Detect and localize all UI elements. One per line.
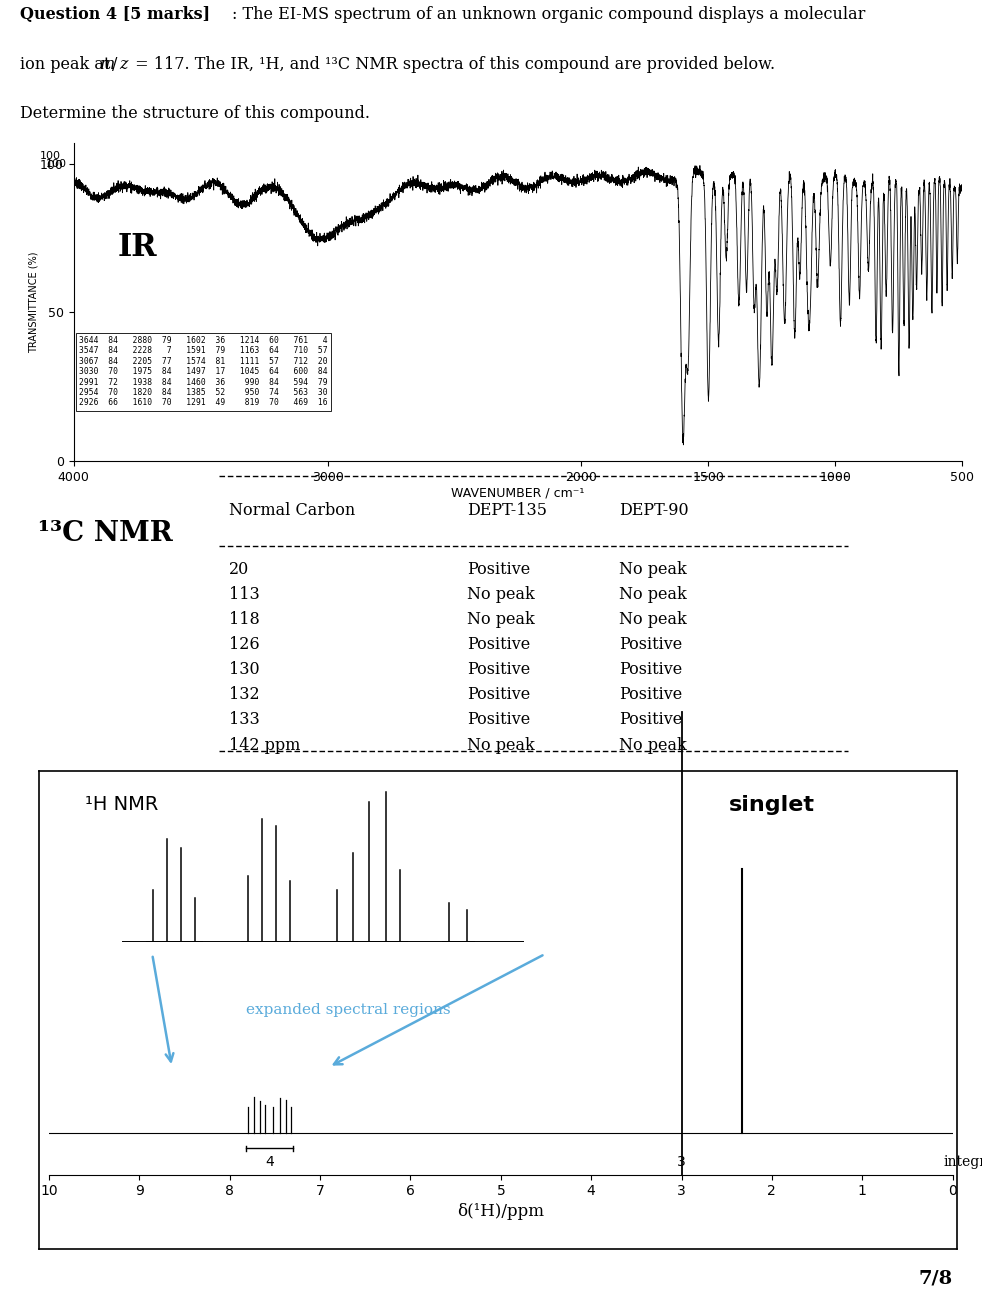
Text: /: / <box>112 56 118 73</box>
Text: No peak: No peak <box>620 611 687 628</box>
Text: 130: 130 <box>229 661 259 678</box>
Text: integral: integral <box>944 1155 982 1169</box>
Text: ion peak at: ion peak at <box>20 56 115 73</box>
Text: Positive: Positive <box>467 687 530 704</box>
Text: 3: 3 <box>678 1155 685 1169</box>
Text: 126: 126 <box>229 636 259 653</box>
Text: Normal Carbon: Normal Carbon <box>229 502 355 519</box>
X-axis label: δ(¹H)/ppm: δ(¹H)/ppm <box>458 1202 544 1220</box>
Text: Positive: Positive <box>620 711 682 728</box>
Text: 4: 4 <box>265 1155 274 1169</box>
Text: 142 ppm: 142 ppm <box>229 736 300 754</box>
Text: : The EI-MS spectrum of an unknown organic compound displays a molecular: : The EI-MS spectrum of an unknown organ… <box>232 6 865 23</box>
Text: IR: IR <box>118 232 158 262</box>
Text: 3644  84   2880  79   1602  36   1214  60   761   4
3547  84   2228   7   1591  : 3644 84 2880 79 1602 36 1214 60 761 4 35… <box>79 336 327 408</box>
Text: 133: 133 <box>229 711 259 728</box>
Text: m: m <box>100 56 115 73</box>
Text: No peak: No peak <box>620 736 687 754</box>
Text: ¹H NMR: ¹H NMR <box>85 794 159 814</box>
Text: = 117. The IR, ¹H, and ¹³C NMR spectra of this compound are provided below.: = 117. The IR, ¹H, and ¹³C NMR spectra o… <box>130 56 775 73</box>
Text: Positive: Positive <box>620 687 682 704</box>
Text: 100: 100 <box>45 158 67 169</box>
Text: z: z <box>120 56 128 73</box>
X-axis label: WAVENUMBER / cm⁻¹: WAVENUMBER / cm⁻¹ <box>452 487 584 500</box>
Text: Positive: Positive <box>620 661 682 678</box>
Y-axis label: TRANSMITTANCE (%): TRANSMITTANCE (%) <box>28 251 38 353</box>
Text: Positive: Positive <box>620 636 682 653</box>
Text: 100: 100 <box>40 151 61 161</box>
Text: No peak: No peak <box>467 611 535 628</box>
Text: No peak: No peak <box>620 585 687 602</box>
Text: 113: 113 <box>229 585 259 602</box>
Text: Determine the structure of this compound.: Determine the structure of this compound… <box>20 105 369 122</box>
Text: Positive: Positive <box>467 711 530 728</box>
Text: expanded spectral regions: expanded spectral regions <box>246 1003 451 1018</box>
Text: DEPT-90: DEPT-90 <box>620 502 689 519</box>
Text: 118: 118 <box>229 611 259 628</box>
Text: DEPT-135: DEPT-135 <box>467 502 547 519</box>
Text: 7/8: 7/8 <box>918 1269 953 1288</box>
Text: singlet: singlet <box>729 794 815 815</box>
Text: Positive: Positive <box>467 636 530 653</box>
Text: No peak: No peak <box>467 736 535 754</box>
Text: No peak: No peak <box>467 585 535 602</box>
Text: Positive: Positive <box>467 561 530 578</box>
Text: ¹³C NMR: ¹³C NMR <box>38 519 173 546</box>
Text: Question 4 [5 marks]: Question 4 [5 marks] <box>20 6 210 23</box>
Text: No peak: No peak <box>620 561 687 578</box>
Text: Positive: Positive <box>467 661 530 678</box>
Text: 20: 20 <box>229 561 249 578</box>
Text: 132: 132 <box>229 687 259 704</box>
